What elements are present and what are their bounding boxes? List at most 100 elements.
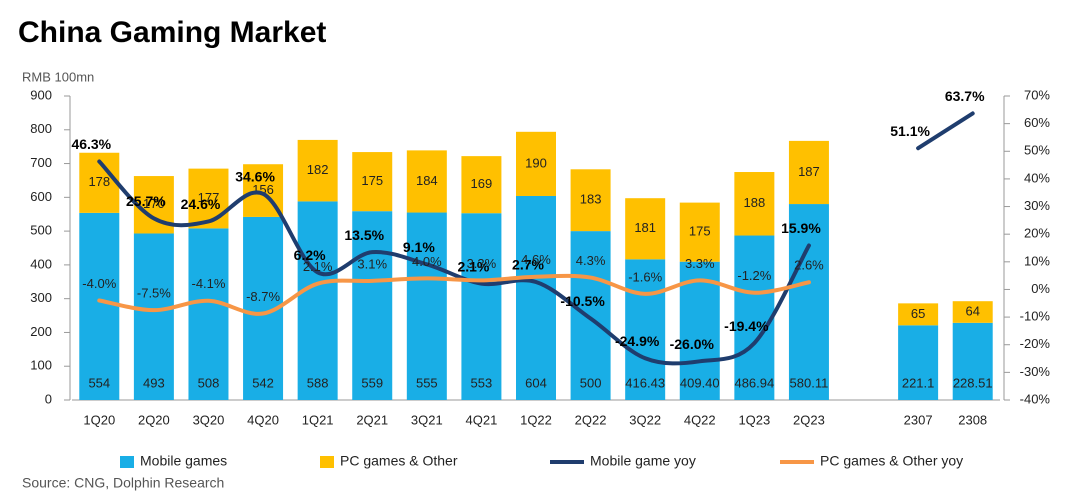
bar	[79, 212, 120, 400]
bar	[952, 322, 993, 400]
legend-label: Mobile game yoy	[590, 453, 696, 469]
bar-label: 175	[361, 173, 383, 188]
y2-tick-label: 50%	[1024, 143, 1050, 158]
y-tick-label: 800	[30, 121, 52, 136]
line-label: -7.5%	[137, 286, 171, 301]
x-tick-label: 4Q20	[247, 412, 279, 427]
x-tick-label: 4Q22	[684, 412, 716, 427]
bar-label: 500	[580, 375, 602, 390]
line-label: 13.5%	[344, 227, 384, 243]
x-tick-label: 3Q20	[193, 412, 225, 427]
line-label: 4.6%	[521, 252, 551, 267]
y2-tick-label: 60%	[1024, 115, 1050, 130]
bar-label: 181	[634, 220, 656, 235]
x-tick-label: 4Q21	[466, 412, 498, 427]
bar-label: 559	[361, 375, 383, 390]
line-label: -26.0%	[670, 336, 715, 352]
line-label: 3.3%	[467, 256, 497, 271]
line-label: 25.7%	[126, 193, 166, 209]
line-label: 4.0%	[412, 254, 442, 269]
y2-tick-label: 10%	[1024, 253, 1050, 268]
line-label: 2.1%	[303, 259, 333, 274]
line-label: -19.4%	[724, 318, 769, 334]
y2-tick-label: -30%	[1020, 364, 1051, 379]
line-label: 34.6%	[235, 169, 275, 185]
bar-label: 542	[252, 375, 274, 390]
y2-tick-label: -40%	[1020, 391, 1051, 406]
y2-tick-label: 30%	[1024, 198, 1050, 213]
bar-label: 416.43	[625, 375, 665, 390]
y-tick-label: 400	[30, 256, 52, 271]
chart-title: China Gaming Market	[18, 16, 326, 49]
y2-tick-label: 20%	[1024, 226, 1050, 241]
bar-label: 588	[307, 375, 329, 390]
bar-label: 175	[689, 224, 711, 239]
bar	[297, 201, 338, 400]
x-tick-label: 2Q23	[793, 412, 825, 427]
y2-tick-label: -20%	[1020, 336, 1051, 351]
bar-label: 169	[471, 176, 493, 191]
y-tick-label: 0	[45, 391, 52, 406]
bar	[734, 172, 775, 236]
bar	[679, 202, 720, 262]
bar-label: 580.11	[790, 375, 829, 390]
bar	[625, 198, 666, 260]
bar	[898, 303, 939, 326]
bar-label: 178	[88, 174, 110, 189]
bar	[352, 152, 393, 212]
x-tick-label: 2308	[958, 412, 987, 427]
bar	[297, 139, 338, 202]
bar	[788, 204, 829, 400]
source: Source: CNG, Dolphin Research	[22, 475, 224, 491]
line-label: 6.2%	[294, 247, 326, 263]
line-label: 51.1%	[890, 123, 930, 139]
bar	[461, 213, 502, 400]
bar	[406, 212, 447, 400]
line-label: 46.3%	[71, 136, 111, 152]
bar	[570, 231, 611, 400]
line-label: -8.7%	[246, 289, 280, 304]
bar	[406, 150, 447, 213]
bar	[188, 168, 229, 229]
line-label: 63.7%	[945, 88, 985, 104]
line-label: -1.2%	[737, 268, 771, 283]
bar	[352, 211, 393, 400]
bar-label: 493	[143, 375, 165, 390]
legend-swatch	[120, 456, 134, 468]
bar-label: 188	[744, 195, 766, 210]
y-tick-label: 300	[30, 290, 52, 305]
line	[97, 273, 811, 316]
bar-label: 183	[580, 192, 602, 207]
y2-tick-label: 40%	[1024, 170, 1050, 185]
legend-label: PC games & Other yoy	[820, 453, 963, 469]
line-label: -24.9%	[615, 333, 660, 349]
x-tick-label: 3Q21	[411, 412, 443, 427]
line-label: -1.6%	[628, 269, 662, 284]
bar-label: 170	[143, 196, 165, 211]
bar	[679, 261, 720, 400]
bar-label: 604	[525, 375, 547, 390]
y-tick-label: 100	[30, 358, 52, 373]
line-label: 4.3%	[576, 253, 606, 268]
bar-label: 409.40	[680, 375, 720, 390]
legend-label: PC games & Other	[340, 453, 458, 469]
legend-label: Mobile games	[140, 453, 227, 469]
bar-label: 508	[198, 375, 220, 390]
bar-label: 553	[471, 375, 493, 390]
y2-tick-label: 0%	[1031, 281, 1050, 296]
y2-tick-label: 70%	[1024, 87, 1050, 102]
y-axis-label: RMB 100mn	[22, 69, 94, 84]
bar-label: 184	[416, 173, 438, 188]
bar-label: 177	[198, 190, 220, 205]
bar	[898, 325, 939, 400]
line-label: 2.7%	[512, 257, 544, 273]
bar	[188, 228, 229, 400]
bar	[133, 233, 174, 400]
x-tick-label: 2307	[904, 412, 933, 427]
x-tick-label: 1Q23	[738, 412, 770, 427]
x-tick-label: 1Q22	[520, 412, 552, 427]
bar	[734, 235, 775, 400]
bar	[952, 301, 993, 323]
bar-label: 64	[965, 303, 979, 318]
